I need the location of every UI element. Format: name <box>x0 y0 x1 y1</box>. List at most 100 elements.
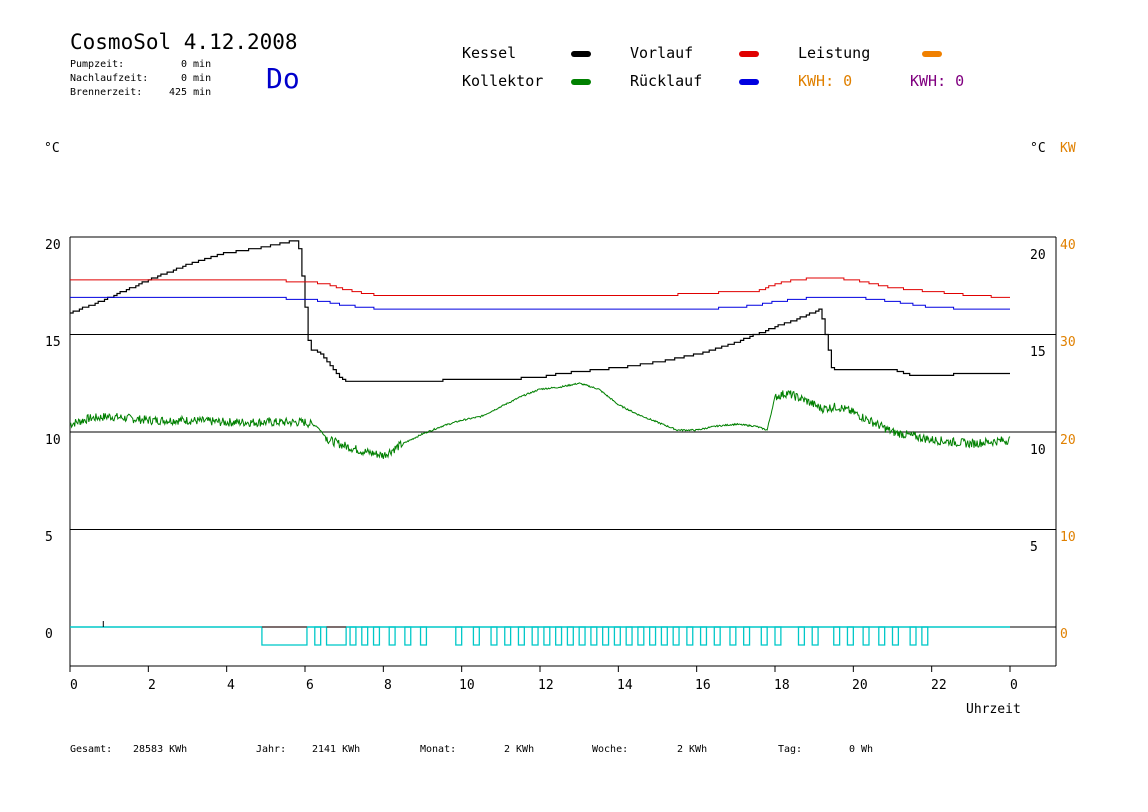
footer-value-monat: 2 KWh <box>504 744 535 755</box>
y-tick-label-right: 15 <box>1030 345 1046 360</box>
x-tick-label: 14 <box>617 678 633 693</box>
stat-value-pump: 0 min <box>181 59 212 70</box>
x-ticks <box>69 666 1011 672</box>
pump-pulse <box>472 626 480 646</box>
pump-pulse <box>325 626 347 646</box>
footer-value-tag: 0 Wh <box>849 744 874 755</box>
y-tick-label-kw: 30 <box>1060 335 1076 350</box>
pump-pulse <box>699 626 708 646</box>
series-line-kessel <box>70 240 1010 382</box>
y-tick-label-kw: 40 <box>1060 238 1076 253</box>
pump-pulse <box>743 626 751 646</box>
pump-pulse <box>455 626 463 646</box>
pump-status-pattern <box>70 621 1010 646</box>
footer-value-gesamt: 28583 KWh <box>133 744 188 755</box>
x-tick-label: 20 <box>852 678 868 693</box>
pump-pulse <box>686 626 694 646</box>
x-tick-label: 0 <box>1010 678 1018 693</box>
legend-swatch-vorlauf <box>739 51 759 57</box>
stat-label-pump: Pumpzeit: <box>70 59 125 70</box>
pump-pulse <box>602 626 610 646</box>
pump-pulse <box>372 626 381 646</box>
pump-pulse <box>878 626 886 646</box>
footer-label-woche: Woche: <box>592 744 629 755</box>
pump-pulse <box>543 626 551 646</box>
pump-pulse <box>419 626 428 646</box>
footer-value-jahr: 2141 KWh <box>312 744 361 755</box>
pump-pulse <box>517 626 525 646</box>
x-tick-label: 6 <box>306 678 314 693</box>
stat-value-nachlauf: 0 min <box>181 73 212 84</box>
pump-pulse <box>261 626 308 646</box>
x-axis-label: Uhrzeit <box>966 702 1021 717</box>
pump-pulse <box>613 626 621 646</box>
pump-pulse <box>774 626 782 646</box>
pump-pulse <box>713 626 721 646</box>
chart-axes <box>69 237 1057 667</box>
right-axis-unit: °C <box>1030 141 1046 156</box>
pump-pulse <box>637 626 645 646</box>
legend-label-kollektor: Kollektor <box>462 72 544 90</box>
footer-value-woche: 2 KWh <box>677 744 708 755</box>
footer-label-monat: Monat: <box>420 744 457 755</box>
pump-pulse <box>862 626 870 646</box>
kwh-value-orange: KWH: 0 <box>798 72 853 90</box>
footer-label-tag: Tag: <box>778 744 803 755</box>
y-tick-label-kw: 20 <box>1060 433 1076 448</box>
legend-label-leistung: Leistung <box>798 44 871 62</box>
stat-label-nachlauf: Nachlaufzeit: <box>70 73 149 84</box>
legend-label-kessel: Kessel <box>462 44 517 62</box>
footer-label-gesamt: Gesamt: <box>70 744 113 755</box>
footer-label-jahr: Jahr: <box>256 744 287 755</box>
pump-pulse <box>578 626 586 646</box>
x-tick-label: 4 <box>227 678 235 693</box>
pump-pulse <box>590 626 598 646</box>
pump-pulse <box>649 626 657 646</box>
pump-pulse <box>490 626 498 646</box>
pump-pulse <box>314 626 322 646</box>
kwh-value-purple: KWH: 0 <box>910 72 965 90</box>
right-axis-unit-kw: KW <box>1060 141 1076 156</box>
pump-pulse <box>388 626 396 646</box>
stat-value-brenner: 425 min <box>169 87 212 98</box>
pump-pulse <box>531 626 539 646</box>
chart-title: CosmoSol 4.12.2008 <box>70 30 298 54</box>
x-tick-label: 12 <box>538 678 554 693</box>
x-tick-label: 16 <box>695 678 711 693</box>
y-tick-label-left: 10 <box>45 433 61 448</box>
pump-pulse <box>555 626 563 646</box>
pump-pulse <box>349 626 357 646</box>
legend-label-ruecklauf: Rücklauf <box>630 72 703 90</box>
pump-pulse <box>833 626 841 646</box>
pump-pulse <box>729 626 737 646</box>
series-line-vorlauf <box>70 277 1010 298</box>
y-tick-label-right: 20 <box>1030 248 1046 263</box>
legend-swatch-kollektor <box>571 79 591 85</box>
weekday-label: Do <box>266 62 300 95</box>
y-tick-label-left: 5 <box>45 530 53 545</box>
y-tick-label-left: 20 <box>45 238 61 253</box>
pump-pulse <box>660 626 668 646</box>
pump-pulse <box>811 626 819 646</box>
pump-pulse <box>921 626 929 646</box>
pump-pulse <box>672 626 680 646</box>
legend-label-vorlauf: Vorlauf <box>630 44 694 62</box>
left-axis-unit: °C <box>44 141 60 156</box>
y-tick-label-kw: 0 <box>1060 627 1068 642</box>
y-tick-label-right: 5 <box>1030 540 1038 555</box>
pump-pulse <box>625 626 633 646</box>
x-tick-label: 10 <box>459 678 475 693</box>
series-lines <box>69 240 1011 460</box>
x-tick-label: 22 <box>931 678 947 693</box>
y-tick-label-left: 15 <box>45 335 61 350</box>
stat-label-brenner: Brennerzeit: <box>70 87 143 98</box>
legend-swatch-kessel <box>571 51 591 57</box>
x-tick-label: 18 <box>774 678 790 693</box>
y-tick-label-kw: 10 <box>1060 530 1076 545</box>
pump-pulse <box>566 626 574 646</box>
pump-pulse <box>404 626 412 646</box>
pump-pulse <box>361 626 369 646</box>
x-tick-label: 8 <box>384 678 392 693</box>
x-tick-label: 0 <box>70 678 78 693</box>
